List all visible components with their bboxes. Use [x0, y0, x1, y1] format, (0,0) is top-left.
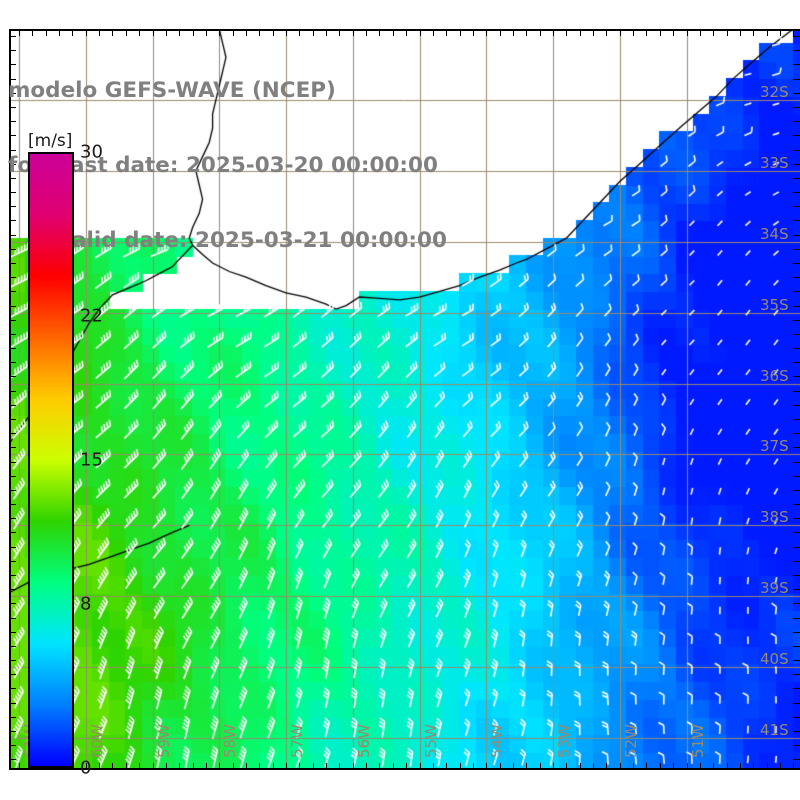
colorbar-label-8: 8 [80, 593, 92, 615]
bottom-axis-line [9, 768, 800, 770]
colorbar-label-0: 0 [80, 757, 92, 779]
map-plot-area[interactable] [9, 29, 800, 770]
colorbar-label-30: 30 [80, 141, 103, 163]
colorbar-label-22: 22 [80, 305, 103, 327]
wind-field-canvas[interactable] [9, 29, 800, 770]
colorbar-label-15: 15 [80, 449, 103, 471]
colorbar-gradient [28, 152, 74, 768]
colorbar[interactable] [28, 152, 74, 768]
colorbar-unit-label: [m/s] [28, 131, 73, 151]
